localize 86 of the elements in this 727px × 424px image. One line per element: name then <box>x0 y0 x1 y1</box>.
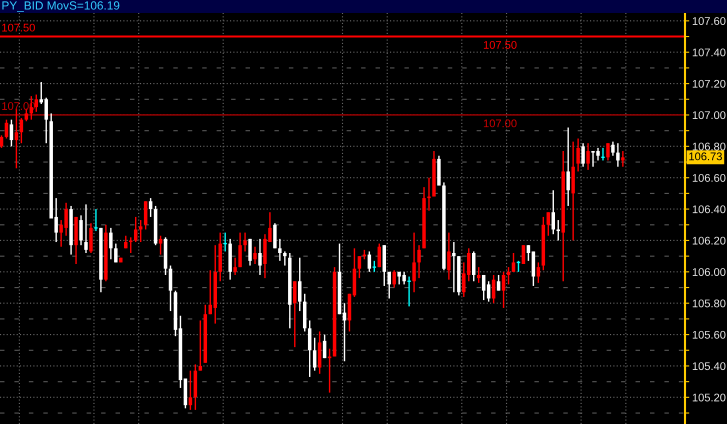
candlestick <box>293 280 297 348</box>
ref-line-label: 107.50 <box>484 40 517 49</box>
candlestick <box>447 232 451 280</box>
candlestick <box>10 118 14 148</box>
candlestick <box>611 140 615 156</box>
candlestick <box>516 260 521 273</box>
candlestick <box>79 214 83 246</box>
candlestick <box>248 238 252 266</box>
y-tick-label: 107.60 <box>692 17 726 25</box>
annotation: 106.73 <box>689 152 722 160</box>
candlestick <box>412 232 416 293</box>
y-tick-label: 107.40 <box>692 48 726 56</box>
candlestick <box>134 216 138 243</box>
candlestick <box>600 147 606 162</box>
candlestick <box>298 257 302 312</box>
candlestick <box>238 232 242 268</box>
candlestick <box>258 238 262 276</box>
y-tick-label: 107.00 <box>692 111 726 120</box>
candlestick <box>372 260 377 273</box>
candlestick <box>148 197 152 218</box>
y-tick-label: 106.40 <box>692 205 726 214</box>
y-tick-label: 105.60 <box>692 330 726 339</box>
candlestick <box>94 208 98 232</box>
candlestick <box>188 370 192 411</box>
y-tick-label: 105.20 <box>692 394 726 402</box>
y-tick-label: 106.20 <box>692 236 726 245</box>
candlestick <box>114 242 118 264</box>
candlestick <box>198 320 202 372</box>
candlestick <box>476 266 480 284</box>
candlestick <box>222 232 228 252</box>
candlestick <box>417 244 421 279</box>
candlestick <box>492 274 496 304</box>
candlestick <box>128 236 132 254</box>
candlestick <box>536 262 540 284</box>
candlestick <box>109 227 113 260</box>
candlestick <box>278 238 282 262</box>
candlestick <box>621 150 625 168</box>
candlestick <box>312 337 316 372</box>
candlestick <box>502 271 506 309</box>
candlestick <box>616 142 620 168</box>
candlestick <box>243 232 247 252</box>
candlestick <box>392 270 396 288</box>
y-tick-label: 107.20 <box>692 80 726 88</box>
candlestick <box>4 118 8 140</box>
candlestick <box>158 235 162 256</box>
candlestick <box>144 200 148 230</box>
candlestick <box>322 334 326 359</box>
candlestick <box>253 246 257 265</box>
candlestick <box>581 142 585 168</box>
y-tick-label: 105.40 <box>692 362 726 370</box>
y-tick-label: 106.00 <box>692 268 726 276</box>
candlestick <box>124 235 128 249</box>
candlestick <box>368 250 372 273</box>
candlestick <box>452 241 456 293</box>
y-tick-label: 105.80 <box>692 299 726 308</box>
candlestick <box>576 138 580 172</box>
candlestick <box>472 250 476 282</box>
candlestick <box>496 274 500 292</box>
y-tick-label: 106.60 <box>692 174 726 182</box>
candlestick <box>0 134 4 149</box>
candlestick <box>522 244 526 265</box>
candlestick <box>506 266 510 286</box>
candlestick <box>378 242 382 268</box>
y-tick-label: 106.80 <box>692 142 726 150</box>
candlestick <box>586 142 590 171</box>
ref-line-label: 107.00 <box>484 119 517 128</box>
candlestick <box>308 320 312 378</box>
candlestick <box>89 222 93 254</box>
chart-title: PY_BID MovS=106.19 <box>2 1 120 12</box>
candlestick <box>606 142 610 162</box>
candlestick <box>406 276 412 308</box>
text: 107.50 <box>2 24 35 32</box>
candlestick <box>138 219 142 243</box>
candlestick <box>387 271 391 300</box>
candlestick <box>233 257 237 276</box>
candlestick <box>283 250 287 266</box>
candlestick <box>546 212 550 236</box>
candlestick <box>552 190 556 235</box>
candlestick <box>273 222 277 249</box>
candlestick <box>328 348 332 394</box>
candlestick <box>556 219 560 242</box>
candlestick <box>20 117 24 144</box>
candlestick <box>362 249 366 260</box>
candlestick <box>34 94 38 113</box>
candlestick <box>566 126 570 207</box>
candlestick <box>358 255 362 279</box>
